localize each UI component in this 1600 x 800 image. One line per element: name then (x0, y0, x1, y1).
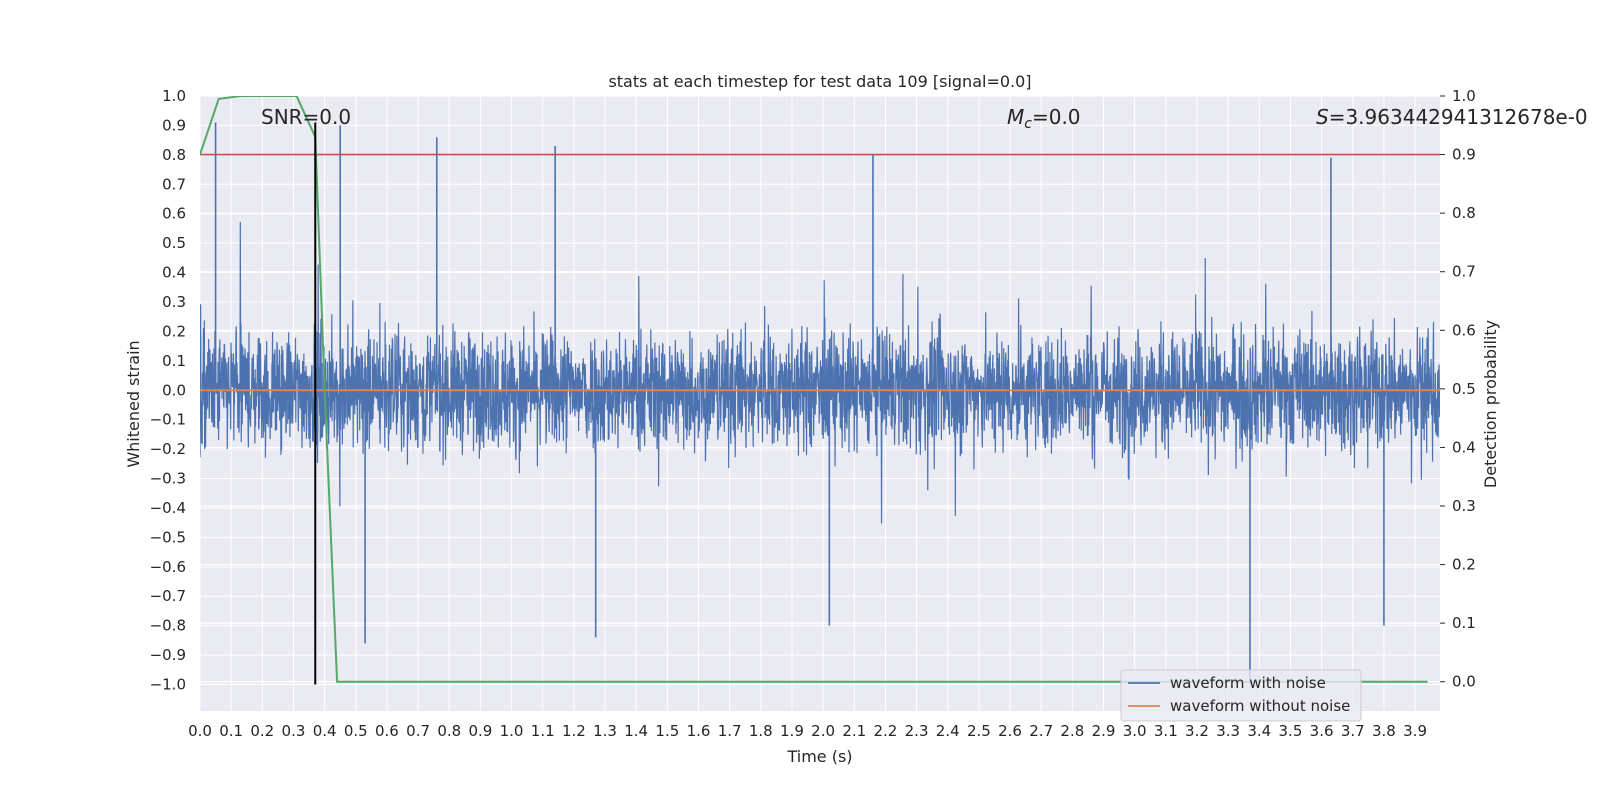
y-tick-label: 0.4 (162, 264, 186, 282)
x-tick-label: 1.7 (718, 722, 742, 740)
x-tick-label: 1.3 (593, 722, 617, 740)
x-tick-label: 3.9 (1403, 722, 1427, 740)
y-axis-label: Whitened strain (124, 340, 143, 467)
x-tick-label: 2.4 (936, 722, 960, 740)
x-tick-label: 2.9 (1092, 722, 1116, 740)
legend-label-clean: waveform without noise (1170, 697, 1350, 715)
y-tick-label: −0.8 (150, 617, 186, 635)
y-tick-label: −0.4 (150, 499, 186, 517)
x-tick-label: 1.2 (562, 722, 586, 740)
x-tick-label: 0.5 (344, 722, 368, 740)
y2-tick-label: 0.0 (1452, 673, 1476, 691)
snr-annotation: SNR=0.0 (261, 105, 351, 129)
legend-box (1120, 669, 1362, 722)
x-tick-label: 3.7 (1341, 722, 1365, 740)
y-tick-label: −0.1 (150, 411, 186, 429)
x-tick-label: 0.4 (313, 722, 337, 740)
x-tick-label: 0.8 (437, 722, 461, 740)
x-tick-label: 0.3 (282, 722, 306, 740)
y-tick-label: −1.0 (150, 676, 186, 694)
x-tick-label: 0.1 (219, 722, 243, 740)
y-tick-label: 0.3 (162, 293, 186, 311)
x-tick-label: 2.5 (967, 722, 991, 740)
y-tick-label: −0.6 (150, 558, 186, 576)
y2-tick-label: 0.2 (1452, 556, 1476, 574)
y2-tick-labels: 1.0 0.9 0.8 0.7 0.6 0.5 0.4 0.3 0.2 0.1 0.0 (1440, 87, 1476, 691)
x-tick-label: 2.2 (873, 722, 897, 740)
x-tick-label: 1.6 (687, 722, 711, 740)
series-detection-probability (200, 96, 1428, 683)
x-tick-label: 1.9 (780, 722, 804, 740)
x-tick-label: 2.0 (811, 722, 835, 740)
x-tick-label: 3.0 (1123, 722, 1147, 740)
x-tick-label: 0.0 (188, 722, 212, 740)
y-tick-label: 0.2 (162, 322, 186, 340)
y-tick-label: 1.0 (162, 87, 186, 105)
y2-tick-label: 0.7 (1452, 263, 1476, 281)
y2-tick-label: 0.6 (1452, 321, 1476, 339)
x-tick-label: 3.3 (1216, 722, 1240, 740)
chart-title: stats at each timestep for test data 109… (608, 72, 1031, 91)
y2-tick-label: 1.0 (1452, 87, 1476, 105)
chirp-mass-annotation: Mc=0.0 (1007, 105, 1081, 132)
score-annotation: S=3.963442941312678e-0 (1316, 105, 1588, 129)
legend-label-noisy: waveform with noise (1170, 674, 1326, 692)
x-tick-label: 1.1 (531, 722, 555, 740)
x-tick-label: 2.1 (842, 722, 866, 740)
y2-tick-label: 0.1 (1452, 614, 1476, 632)
y2-tick-label: 0.8 (1452, 204, 1476, 222)
x-tick-label: 0.6 (375, 722, 399, 740)
y-tick-label: −0.9 (150, 646, 186, 664)
x-tick-label: 2.6 (998, 722, 1022, 740)
y2-tick-label: 0.3 (1452, 497, 1476, 515)
y-tick-label: 0.1 (162, 352, 186, 370)
y-tick-labels: 1.0 0.9 0.8 0.7 0.6 0.5 0.4 0.3 0.2 0.1 0.0 −0.1 −0.… (150, 87, 186, 694)
x-tick-label: 1.8 (749, 722, 773, 740)
x-tick-label: 3.6 (1310, 722, 1334, 740)
x-tick-label: 3.4 (1247, 722, 1271, 740)
y-tick-label: −0.3 (150, 470, 186, 488)
y-tick-label: 0.7 (162, 175, 186, 193)
x-tick-label: 1.5 (655, 722, 679, 740)
y-tick-label: 0.6 (162, 205, 186, 223)
y-tick-label: 0.8 (162, 146, 186, 164)
y-tick-label: 0.9 (162, 116, 186, 134)
y-tick-label: −0.7 (150, 587, 186, 605)
x-tick-label: 2.3 (905, 722, 929, 740)
x-tick-label: 1.0 (500, 722, 524, 740)
legend: waveform with noise waveform without noi… (1120, 669, 1362, 722)
y-tick-label: −0.5 (150, 528, 186, 546)
y-tick-label: 0.0 (162, 381, 186, 399)
x-tick-label: 3.8 (1372, 722, 1396, 740)
x-axis-label: Time (s) (786, 747, 852, 766)
y2-axis-label: Detection probability (1481, 320, 1500, 488)
y-tick-label: 0.5 (162, 234, 186, 252)
x-tick-label: 0.2 (250, 722, 274, 740)
series-waveform-with-noise (200, 222, 1440, 524)
x-tick-label: 0.9 (468, 722, 492, 740)
x-tick-labels: 0.0 0.1 0.2 0.3 0.4 0.5 0.6 0.7 0.8 0.9 1.0 1.1 1.2 1… (188, 722, 1427, 740)
x-tick-label: 3.2 (1185, 722, 1209, 740)
y2-tick-label: 0.4 (1452, 438, 1476, 456)
x-tick-label: 2.7 (1029, 722, 1053, 740)
x-tick-label: 3.1 (1154, 722, 1178, 740)
x-tick-label: 0.7 (406, 722, 430, 740)
x-tick-label: 3.5 (1279, 722, 1303, 740)
y2-tick-label: 0.5 (1452, 380, 1476, 398)
x-tick-label: 2.8 (1060, 722, 1084, 740)
x-tick-label: 1.4 (624, 722, 648, 740)
y-tick-label: −0.2 (150, 440, 186, 458)
y2-tick-label: 0.9 (1452, 146, 1476, 164)
